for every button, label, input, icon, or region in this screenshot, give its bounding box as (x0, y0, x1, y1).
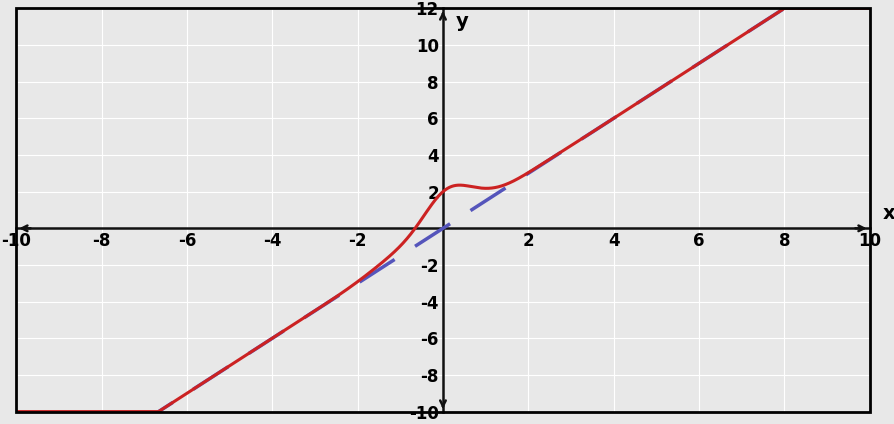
Text: x: x (882, 204, 894, 223)
Text: y: y (456, 12, 468, 31)
